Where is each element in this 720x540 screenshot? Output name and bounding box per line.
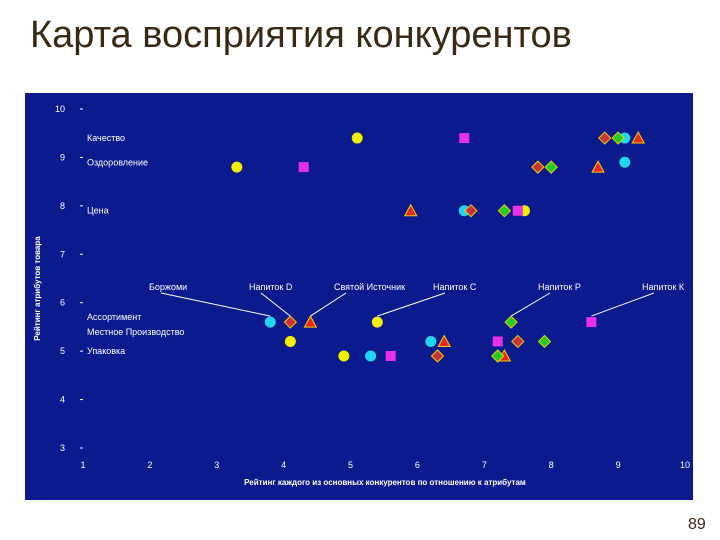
data-point xyxy=(591,160,605,173)
y-tick-label: 4 xyxy=(60,395,65,405)
data-point xyxy=(425,335,437,347)
data-point xyxy=(512,205,523,216)
legend-callout-line xyxy=(510,292,551,317)
legend-callout-line xyxy=(160,292,271,317)
attribute-label: Качество xyxy=(87,133,125,143)
data-point xyxy=(611,131,625,145)
data-point xyxy=(492,336,503,347)
data-point xyxy=(303,315,318,328)
data-point xyxy=(619,156,631,168)
x-tick-label: 7 xyxy=(482,460,487,470)
x-axis-title: Рейтинг каждого из основных конкурентов … xyxy=(244,478,526,487)
attribute-label: Оздоровление xyxy=(87,157,148,167)
data-point xyxy=(365,350,377,362)
attribute-label: Местное Производство xyxy=(87,327,184,337)
data-point xyxy=(497,203,512,218)
y-tick-label: 5 xyxy=(60,346,65,356)
perception-map-chart: 3 4 5 6 7 8 9 10 1 2 3 4 5 6 7 8 9 10 Рейтинг каждого из о… xyxy=(25,93,693,500)
data-point xyxy=(631,131,646,144)
data-point xyxy=(385,350,396,361)
y-tick-label: 6 xyxy=(60,298,65,308)
legend-callout-line xyxy=(591,292,655,317)
x-tick-label: 2 xyxy=(147,460,152,470)
chart-svg: 3 4 5 6 7 8 9 10 1 2 3 4 5 6 7 8 9 10 Рейтинг каждого из о… xyxy=(33,104,690,487)
legend-label: Боржоми xyxy=(149,282,187,292)
data-point xyxy=(371,316,383,328)
data-point xyxy=(537,334,552,349)
x-tick-label: 6 xyxy=(415,460,420,470)
data-point xyxy=(403,203,418,217)
data-point xyxy=(283,315,298,329)
attribute-label: Ассортимент xyxy=(87,312,141,322)
data-point xyxy=(437,334,452,347)
legend-callout-line xyxy=(377,292,446,317)
y-tick-label: 8 xyxy=(60,201,65,211)
data-point xyxy=(284,335,296,347)
y-tick-label: 9 xyxy=(60,152,65,162)
data-point xyxy=(459,133,470,144)
x-tick-label: 9 xyxy=(616,460,621,470)
legend-label: Святой Источник xyxy=(334,282,405,292)
legend-callout-line xyxy=(260,292,291,317)
data-point xyxy=(298,162,309,173)
data-point xyxy=(544,160,558,174)
slide-title: Карта восприятия конкурентов xyxy=(30,14,572,56)
x-tick-label: 10 xyxy=(680,460,690,470)
data-point xyxy=(351,132,363,144)
x-tick-label: 4 xyxy=(281,460,286,470)
legend-label: Напиток С xyxy=(433,282,477,292)
data-point xyxy=(531,160,545,174)
y-tick-label: 7 xyxy=(60,249,65,259)
page-number: 89 xyxy=(688,516,706,533)
attribute-label: Упаковка xyxy=(87,346,125,356)
data-point xyxy=(430,349,445,363)
data-point xyxy=(338,350,350,362)
data-point xyxy=(586,317,597,328)
x-tick-label: 3 xyxy=(214,460,219,470)
data-point xyxy=(504,315,518,329)
legend-callout-line xyxy=(310,292,347,317)
y-tick-label: 10 xyxy=(55,104,65,114)
data-point xyxy=(598,131,612,145)
legend-label: Напиток D xyxy=(249,282,293,292)
x-tick-label: 8 xyxy=(549,460,554,470)
x-tick-label: 5 xyxy=(348,460,353,470)
legend-label: Напиток К xyxy=(642,282,685,292)
data-point xyxy=(231,161,243,173)
legend-label: Напиток Р xyxy=(538,282,581,292)
data-point xyxy=(511,334,525,349)
attribute-label: Цена xyxy=(87,206,109,216)
y-axis-title: Рейтинг атрибутов товара xyxy=(33,236,42,341)
data-point xyxy=(491,349,505,363)
data-point xyxy=(264,316,276,328)
x-tick-label: 1 xyxy=(80,460,85,470)
y-tick-label: 3 xyxy=(60,443,65,453)
data-point xyxy=(464,203,478,218)
